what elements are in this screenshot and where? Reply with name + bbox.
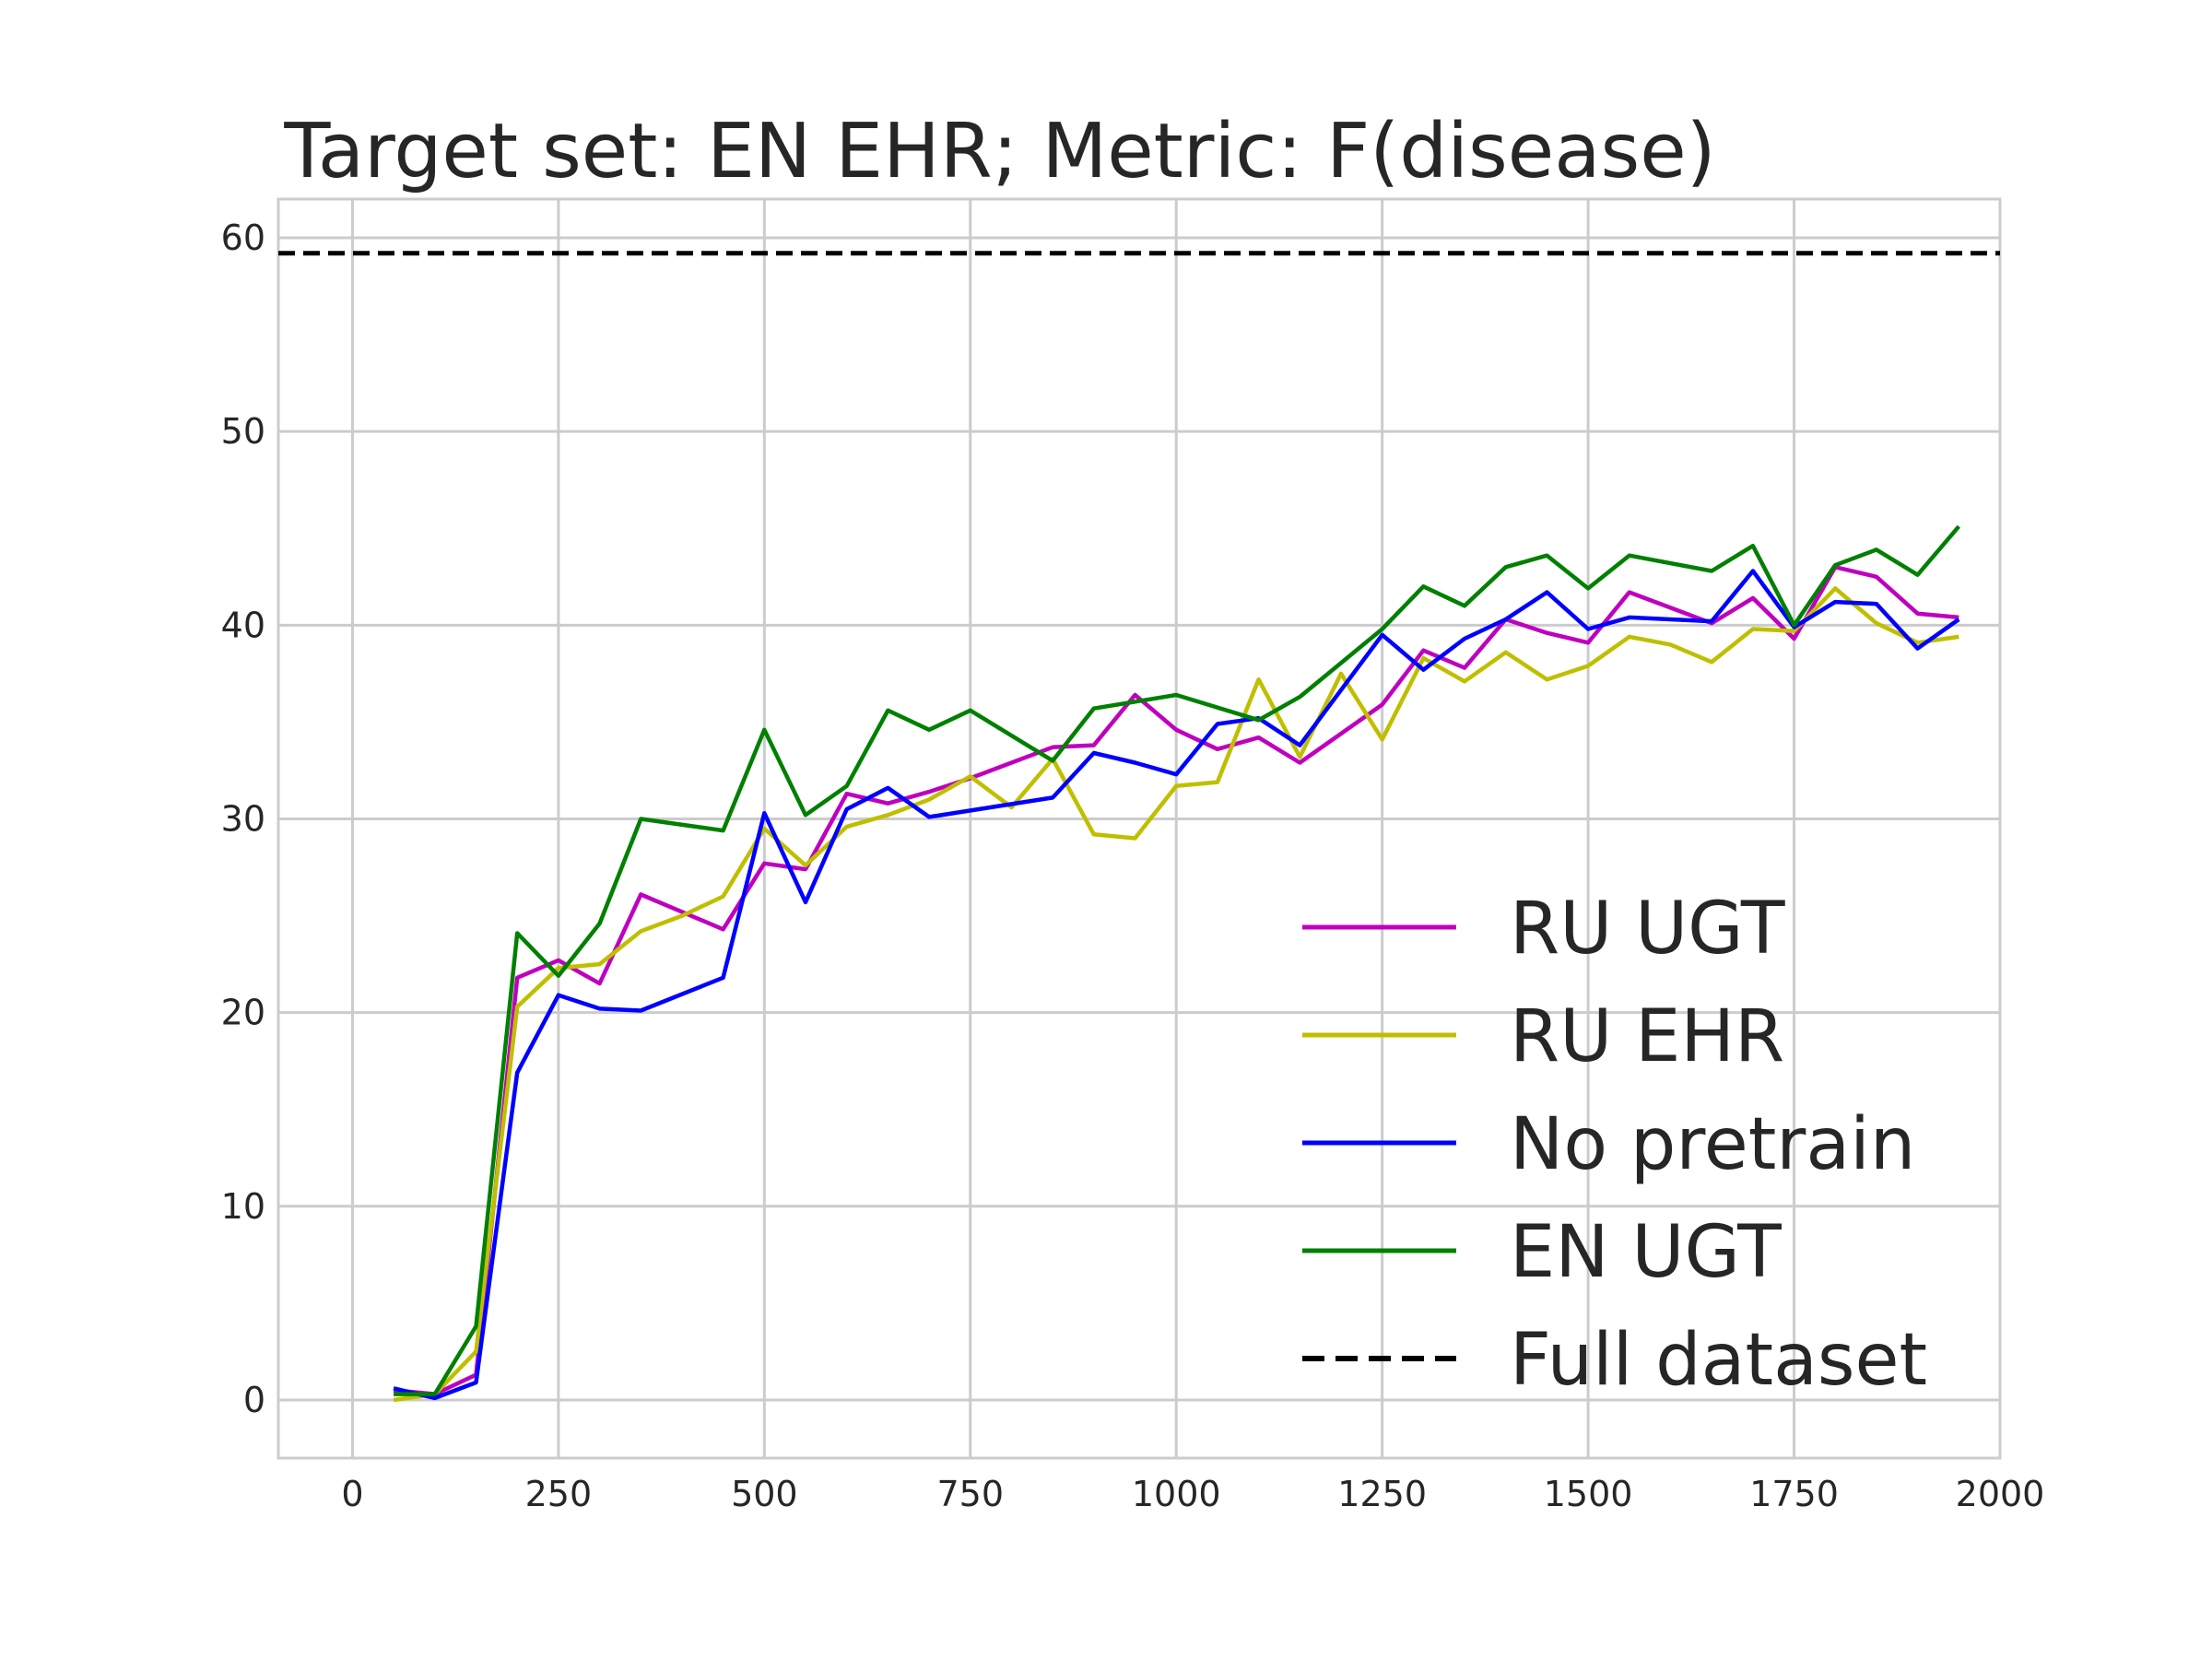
- chart-title: Target set: EN EHR; Metric: F(disease): [283, 108, 1715, 195]
- series-line-ru-ehr: [393, 586, 1959, 1403]
- series-line-ru-ugt: [393, 565, 1959, 1396]
- y-tick-label: 20: [221, 993, 265, 1033]
- x-tick-label: 1250: [1337, 1474, 1427, 1514]
- y-tick-label: 50: [221, 411, 265, 452]
- x-axis-ticks: 0 250 500 750 1000 1250 1500 1750 2000: [341, 1474, 2044, 1514]
- y-tick-label: 40: [221, 605, 265, 645]
- x-tick-label: 0: [341, 1474, 363, 1514]
- x-tick-label: 500: [731, 1474, 798, 1514]
- series-lines: [278, 251, 2000, 1403]
- series-line-en-ugt: [394, 524, 1961, 1396]
- y-axis-ticks: 0 10 20 30 40 50 60: [221, 218, 265, 1420]
- y-tick-label: 60: [221, 218, 265, 258]
- legend-label: EN UGT: [1510, 1211, 1782, 1294]
- x-tick-label: 250: [525, 1474, 593, 1514]
- x-tick-label: 2000: [1956, 1474, 2045, 1514]
- x-tick-label: 1750: [1749, 1474, 1839, 1514]
- y-tick-label: 10: [221, 1186, 265, 1227]
- legend-label: RU EHR: [1510, 995, 1784, 1078]
- grid-lines: [278, 199, 2002, 1458]
- legend-label: No pretrain: [1510, 1103, 1915, 1186]
- x-tick-label: 1000: [1132, 1474, 1221, 1514]
- y-tick-label: 0: [243, 1380, 265, 1420]
- legend-label: Full dataset: [1510, 1319, 1927, 1402]
- legend: RU UGT RU EHR No pretrain EN UGT Full datase…: [1302, 888, 1927, 1402]
- x-tick-label: 1500: [1544, 1474, 1633, 1514]
- series-line-no-pretrain: [393, 569, 1960, 1401]
- plot-area-border: [276, 197, 2002, 1460]
- x-tick-label: 750: [937, 1474, 1005, 1514]
- y-tick-label: 30: [221, 798, 265, 839]
- legend-label: RU UGT: [1510, 888, 1785, 971]
